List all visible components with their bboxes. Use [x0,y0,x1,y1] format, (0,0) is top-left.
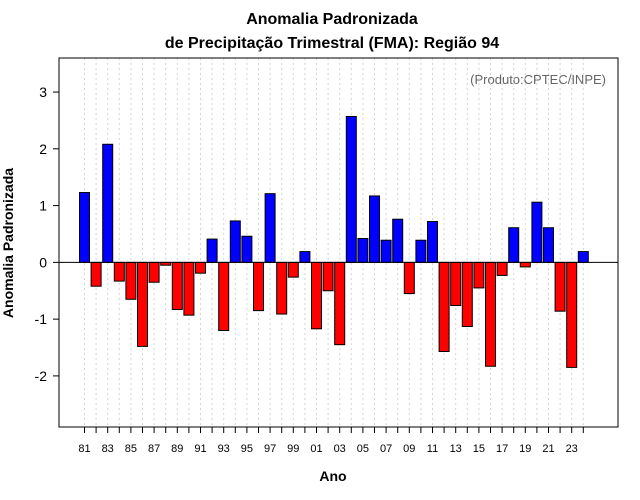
x-tick-label: 15 [473,443,485,455]
bar-2008 [392,218,404,263]
bar-2013 [450,261,462,307]
bar-1989 [171,261,183,310]
y-axis-label: Anomalia Padronizada [0,168,16,318]
x-tick-label: 99 [287,443,299,455]
bar-1990 [183,261,195,316]
x-tick-label: 09 [403,443,415,455]
bar-1998 [276,261,288,315]
bar-2023 [566,261,578,368]
x-tick-label: 87 [148,443,160,455]
bar-2004 [345,115,357,263]
bar-2017 [496,261,508,276]
bar-2024 [577,251,589,263]
bar-2002 [322,261,334,292]
bar-2018 [508,227,520,263]
x-tick-label: 13 [450,443,462,455]
bar-1983 [102,143,114,263]
bar-2015 [473,261,485,289]
bar-1987 [148,261,160,283]
bar-1994 [229,220,241,263]
bar-1996 [253,261,264,312]
bar-2009 [403,261,415,295]
bar-1995 [241,235,253,263]
x-tick-label: 85 [125,443,137,455]
bar-1991 [195,261,206,274]
x-tick-label: 01 [310,443,322,455]
bar-1986 [137,261,148,347]
y-tick-label: -1 [35,311,48,327]
x-tick-label: 97 [264,443,276,455]
bar-2005 [357,238,369,263]
bar-2021 [543,227,554,263]
x-axis: 81 83 85 87 89 91 93 95 97 99 01 03 05 07 09 11 13 15 17 19… [78,427,584,455]
chart-title: Anomalia Padronizada [246,11,418,28]
bar-2000 [299,251,311,263]
x-tick-label: 89 [171,443,183,455]
chart-subtitle: de Precipitação Trimestral (FMA): Região… [165,35,499,52]
x-tick-label: 23 [566,443,578,455]
y-tick-label: 0 [39,254,47,270]
x-tick-label: 95 [241,443,253,455]
bar-1999 [287,261,299,278]
y-tick-label: -2 [35,368,48,384]
x-axis-label: Ano [319,468,346,484]
y-axis: -2 -1 0 1 2 3 [35,84,59,384]
bar-2007 [380,239,392,263]
bar-1984 [113,261,125,282]
bar-2010 [415,239,427,263]
bar-1985 [125,261,137,300]
grid-lines [84,58,584,427]
bar-2006 [369,195,380,263]
x-tick-label: 83 [102,443,114,455]
x-tick-label: 19 [519,443,531,455]
x-tick-label: 05 [357,443,369,455]
bars [79,115,589,368]
x-tick-label: 93 [218,443,230,455]
plot-frame [58,57,619,428]
bar-2016 [485,261,496,367]
x-tick-label: 21 [542,443,554,455]
bar-1981 [79,192,90,263]
bar-2019 [519,261,531,268]
y-tick-label: 1 [39,198,47,214]
bar-2014 [461,261,473,328]
bar-2003 [334,261,346,346]
bar-1982 [90,261,102,287]
bar-1992 [206,238,218,263]
x-tick-label: 17 [496,443,508,455]
y-tick-label: 3 [39,84,47,100]
bar-1993 [218,261,230,331]
x-tick-label: 81 [78,443,90,455]
y-tick-label: 2 [39,141,47,157]
x-tick-label: 11 [427,443,438,455]
bar-2020 [531,201,543,263]
bar-1997 [264,193,276,263]
bar-2012 [438,261,450,352]
x-tick-label: 07 [380,443,392,455]
bar-2011 [427,220,438,263]
x-tick-label: 91 [194,443,206,455]
bar-2001 [311,261,322,330]
bar-2022 [554,261,566,312]
x-tick-label: 03 [334,443,346,455]
